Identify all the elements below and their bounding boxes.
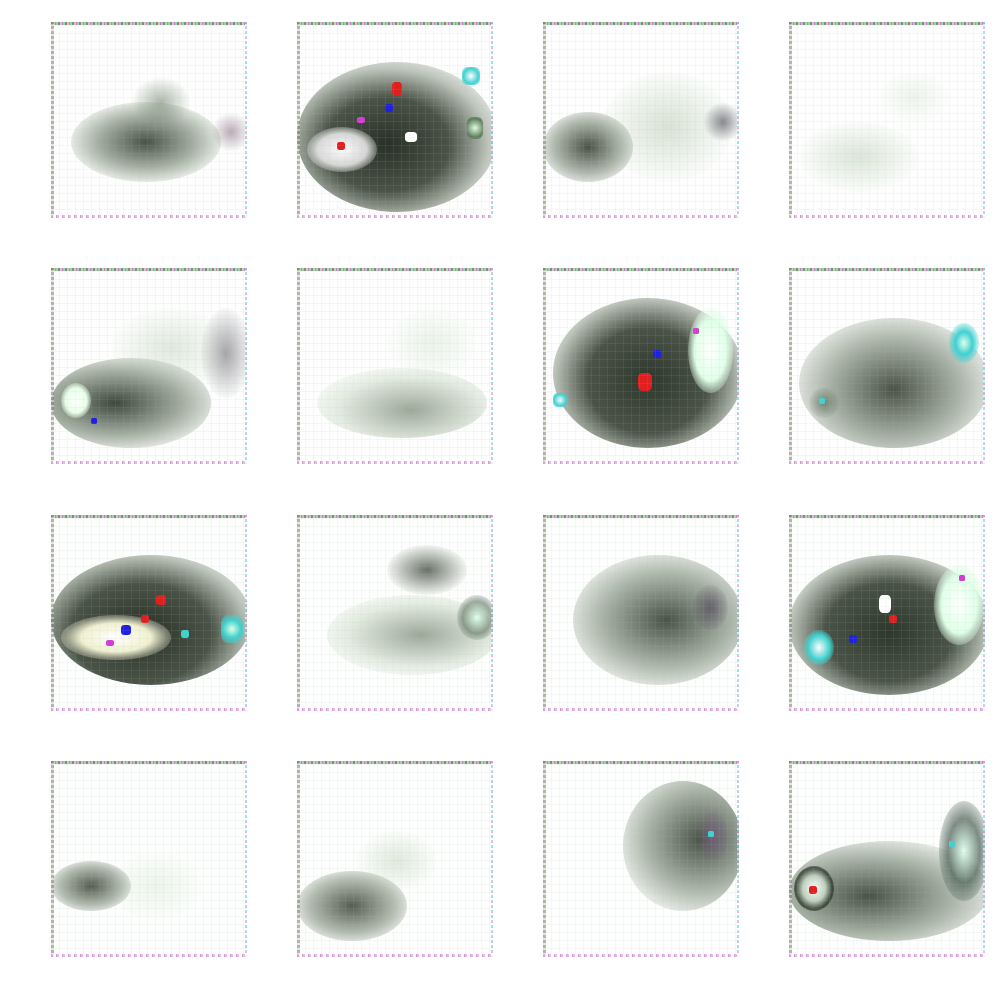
sample-tile-r3c3: [543, 515, 739, 711]
sample-tile-r3c4: [789, 515, 985, 711]
sample-tile-r2c1: [51, 268, 247, 464]
sample-tile-r1c1: [51, 22, 247, 218]
sample-tile-r1c3: [543, 22, 739, 218]
sample-tile-r4c4: [789, 761, 985, 957]
sample-tile-r4c3: [543, 761, 739, 957]
sample-tile-r1c4: [789, 22, 985, 218]
sample-tile-r4c2: [297, 761, 493, 957]
sample-tile-r1c2: [297, 22, 493, 218]
sample-tile-r4c1: [51, 761, 247, 957]
sample-tile-r3c2: [297, 515, 493, 711]
sample-tile-r2c4: [789, 268, 985, 464]
sample-tile-r2c3: [543, 268, 739, 464]
sample-tile-r3c1: [51, 515, 247, 711]
sample-tile-r2c2: [297, 268, 493, 464]
